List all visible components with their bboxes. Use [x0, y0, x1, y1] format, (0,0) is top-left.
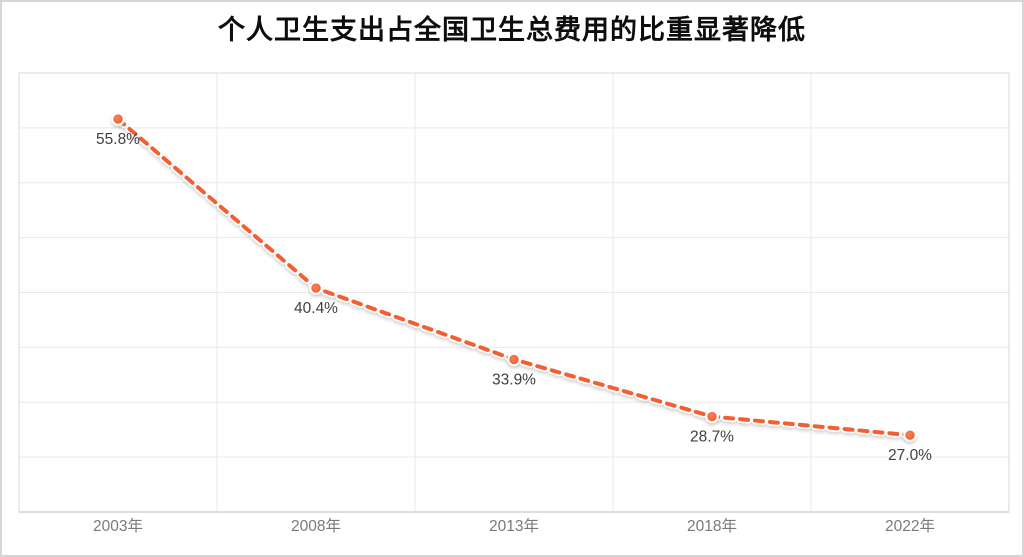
data-point-marker[interactable] [509, 354, 519, 365]
chart-title: 个人卫生支出占全国卫生总费用的比重显著降低 [218, 15, 806, 45]
x-axis-tick-label: 2008年 [291, 517, 341, 535]
data-point-label: 28.7% [690, 429, 734, 446]
data-point-label: 33.9% [492, 371, 536, 388]
data-point-marker[interactable] [113, 114, 123, 124]
x-axis-tick-label: 2003年 [93, 517, 143, 535]
data-point [111, 112, 125, 126]
data-point [309, 281, 323, 295]
x-axis-tick-label: 2018年 [687, 517, 737, 535]
data-point-label: 40.4% [294, 300, 338, 317]
data-point [705, 409, 719, 424]
data-point [903, 428, 917, 442]
x-axis-tick-label: 2013年 [489, 517, 539, 535]
data-point-label: 55.8% [96, 131, 140, 148]
data-point-marker[interactable] [905, 430, 915, 440]
data-point-marker[interactable] [707, 411, 717, 422]
data-point-label: 27.0% [888, 447, 932, 464]
data-point-marker[interactable] [311, 283, 321, 293]
data-point [507, 352, 521, 367]
x-axis-tick-label: 2022年 [885, 517, 935, 535]
